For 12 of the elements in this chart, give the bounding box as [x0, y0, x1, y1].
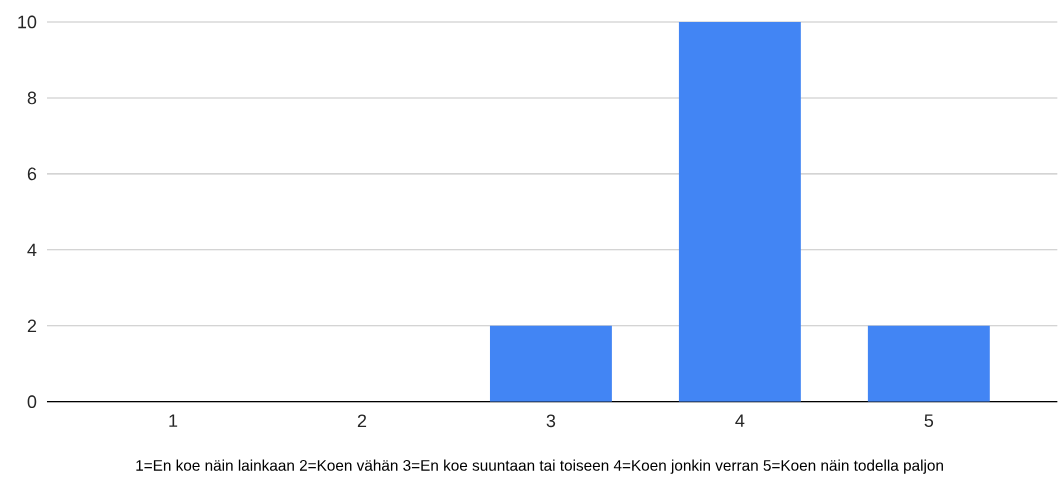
y-tick-label: 6: [27, 167, 37, 181]
x-tick-label: 1: [169, 414, 178, 427]
x-tick-label: 5: [924, 414, 934, 428]
y-tick-label: 4: [27, 243, 37, 257]
y-tick-label: 0: [27, 395, 37, 409]
x-axis-title: 1=En koe näin lainkaan 2=Koen vähän 3=En koe suuntaan tai toiseen 4=Koen jonkin verran 5=Koen näin todella paljon: [136, 459, 943, 475]
y-tick-label: 2: [27, 319, 37, 333]
x-tick-label: 4: [735, 414, 745, 427]
y-tick-label: 10: [18, 15, 37, 29]
x-tick-label: 3: [546, 414, 556, 428]
x-tick-label: 2: [357, 414, 367, 428]
y-tick-label: 8: [27, 91, 37, 105]
